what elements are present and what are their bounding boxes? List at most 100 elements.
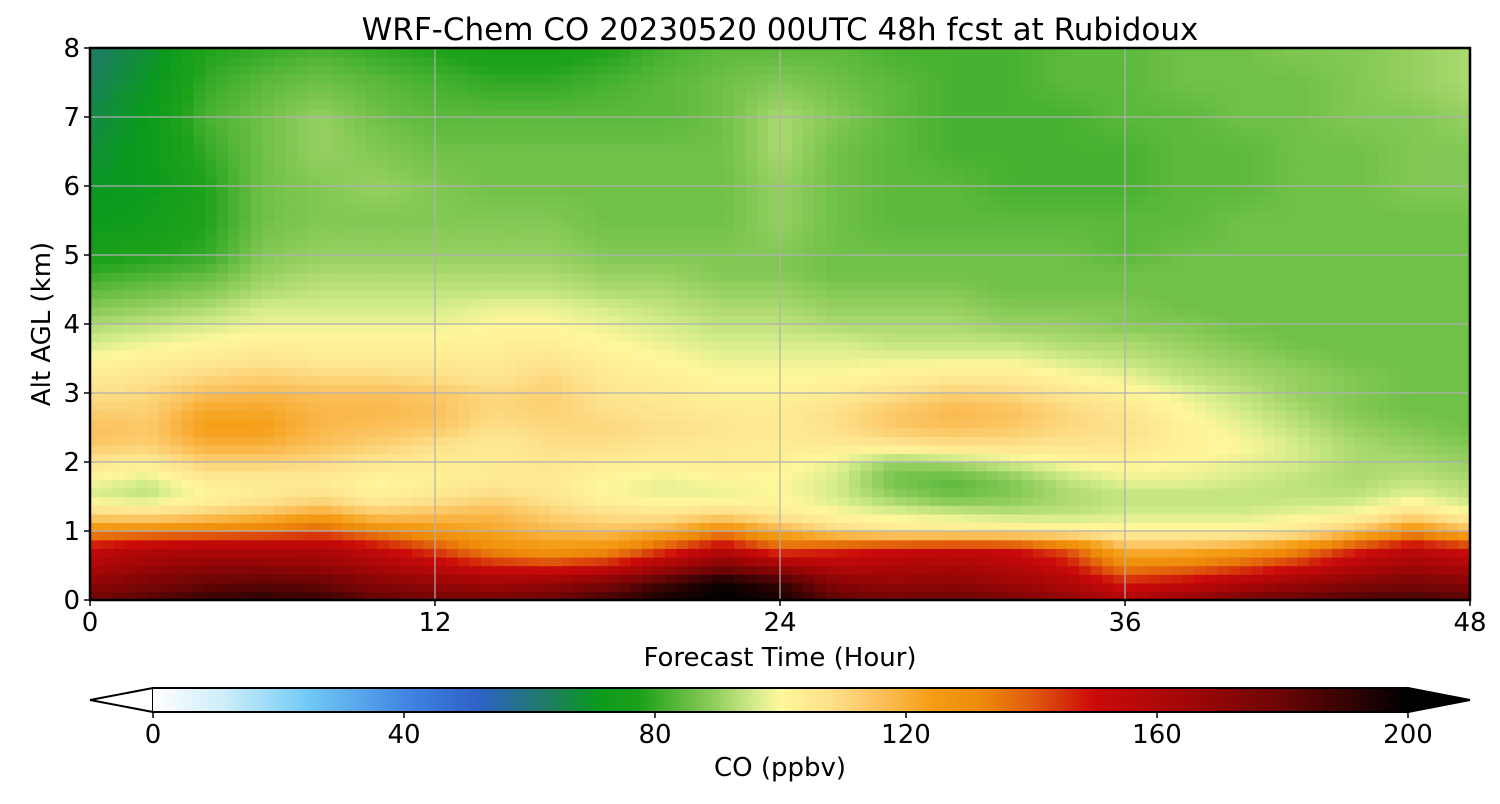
field-cell bbox=[504, 117, 516, 126]
field-cell bbox=[136, 479, 148, 488]
field-cell bbox=[205, 152, 217, 161]
field-cell bbox=[723, 497, 735, 506]
field-cell bbox=[596, 152, 608, 161]
field-cell bbox=[470, 566, 482, 575]
field-cell bbox=[447, 350, 459, 359]
field-cell bbox=[608, 126, 620, 135]
field-cell bbox=[918, 229, 930, 238]
field-cell bbox=[918, 514, 930, 523]
field-cell bbox=[136, 333, 148, 342]
field-cell bbox=[953, 315, 965, 324]
field-cell bbox=[447, 462, 459, 471]
field-cell bbox=[539, 195, 551, 204]
field-cell bbox=[447, 83, 459, 92]
field-cell bbox=[309, 221, 321, 230]
field-cell bbox=[171, 376, 183, 385]
field-cell bbox=[849, 574, 861, 583]
field-cell bbox=[711, 134, 723, 143]
field-cell bbox=[251, 583, 263, 592]
field-cell bbox=[228, 91, 240, 100]
field-cell bbox=[815, 91, 827, 100]
field-cell bbox=[585, 221, 597, 230]
field-cell bbox=[240, 514, 252, 523]
field-cell bbox=[240, 203, 252, 212]
field-cell bbox=[516, 393, 528, 402]
field-cell bbox=[159, 272, 171, 281]
field-cell bbox=[941, 428, 953, 437]
field-cell bbox=[504, 419, 516, 428]
field-cell bbox=[228, 540, 240, 549]
field-cell bbox=[205, 83, 217, 92]
field-cell bbox=[286, 264, 298, 273]
field-cell bbox=[205, 212, 217, 221]
field-cell bbox=[861, 221, 873, 230]
field-cell bbox=[826, 350, 838, 359]
field-cell bbox=[171, 522, 183, 531]
field-cell bbox=[688, 376, 700, 385]
field-cell bbox=[723, 134, 735, 143]
field-cell bbox=[677, 333, 689, 342]
field-cell bbox=[700, 488, 712, 497]
field-cell bbox=[849, 445, 861, 454]
field-cell bbox=[171, 264, 183, 273]
field-cell bbox=[148, 367, 160, 376]
field-cell bbox=[596, 315, 608, 324]
field-cell bbox=[274, 195, 286, 204]
field-cell bbox=[792, 100, 804, 109]
field-cell bbox=[872, 255, 884, 264]
field-cell bbox=[884, 428, 896, 437]
field-cell bbox=[481, 238, 493, 247]
field-cell bbox=[746, 186, 758, 195]
field-cell bbox=[470, 238, 482, 247]
field-cell bbox=[918, 83, 930, 92]
field-cell bbox=[631, 583, 643, 592]
field-cell bbox=[516, 531, 528, 540]
field-cell bbox=[550, 505, 562, 514]
field-cell bbox=[907, 557, 919, 566]
field-cell bbox=[470, 74, 482, 83]
field-cell bbox=[964, 393, 976, 402]
field-cell bbox=[286, 428, 298, 437]
field-cell bbox=[343, 583, 355, 592]
field-cell bbox=[941, 221, 953, 230]
field-cell bbox=[366, 410, 378, 419]
field-cell bbox=[182, 462, 194, 471]
field-cell bbox=[366, 436, 378, 445]
field-cell bbox=[550, 91, 562, 100]
field-cell bbox=[872, 376, 884, 385]
field-cell bbox=[481, 514, 493, 523]
field-cell bbox=[343, 100, 355, 109]
field-cell bbox=[941, 195, 953, 204]
field-cell bbox=[343, 540, 355, 549]
field-cell bbox=[596, 48, 608, 57]
field-cell bbox=[976, 522, 988, 531]
field-cell bbox=[320, 419, 332, 428]
field-cell bbox=[608, 315, 620, 324]
field-cell bbox=[849, 177, 861, 186]
field-cell bbox=[550, 376, 562, 385]
field-cell bbox=[769, 324, 781, 333]
field-cell bbox=[815, 229, 827, 238]
field-cell bbox=[734, 428, 746, 437]
field-cell bbox=[148, 566, 160, 575]
field-cell bbox=[355, 557, 367, 566]
field-cell bbox=[941, 100, 953, 109]
field-cell bbox=[573, 238, 585, 247]
field-cell bbox=[907, 574, 919, 583]
field-cell bbox=[562, 298, 574, 307]
field-cell bbox=[757, 57, 769, 66]
field-cell bbox=[608, 246, 620, 255]
field-cell bbox=[527, 402, 539, 411]
field-cell bbox=[274, 169, 286, 178]
field-cell bbox=[746, 324, 758, 333]
field-cell bbox=[516, 100, 528, 109]
field-cell bbox=[792, 393, 804, 402]
field-cell bbox=[792, 298, 804, 307]
field-cell bbox=[481, 246, 493, 255]
field-cell bbox=[251, 290, 263, 299]
field-cell bbox=[677, 324, 689, 333]
field-cell bbox=[608, 83, 620, 92]
field-cell bbox=[573, 48, 585, 57]
field-cell bbox=[941, 91, 953, 100]
field-cell bbox=[573, 169, 585, 178]
